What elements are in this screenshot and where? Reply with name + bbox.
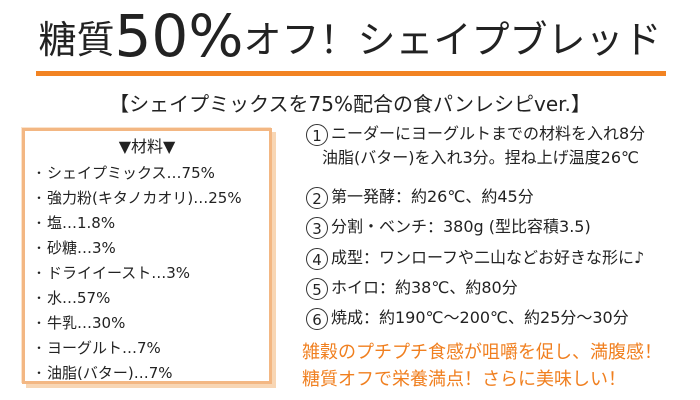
step-number: 2 [306, 187, 328, 209]
step-4: 4 成型：ワンローフや二山などお好きな形に♪ [306, 246, 644, 270]
step-text: 焼成：約190℃～200℃、約25分～30分 [331, 308, 629, 327]
note-line-1: 雑穀のプチプチ食感が咀嚼を促し、満腹感！ [302, 342, 662, 363]
step-number: 6 [306, 308, 328, 330]
step-text: 第一発酵：約26℃、約45分 [331, 187, 534, 206]
recipe-subtitle: 【シェイプミックスを75%配合の食パンレシピver.】 [109, 92, 591, 116]
ingredients-title: ▼材料▼ [118, 137, 176, 156]
list-item: ・油脂(バター)…7% [33, 361, 242, 386]
list-item: ・水…57% [33, 286, 242, 311]
step-2: 2 第一発酵：約26℃、約45分 [306, 185, 534, 209]
step-1: 1 ニーダーにヨーグルトまでの材料を入れ8分 油脂(バター)を入れ3分。捏ね上げ温… [306, 122, 645, 170]
step-text: ホイロ：約38℃、約80分 [331, 278, 518, 297]
note-line-2: 糖質オフで栄養満点！さらに美味しい！ [302, 369, 626, 390]
bullet-icon: ・ [33, 266, 46, 280]
step-number: 1 [306, 124, 328, 146]
step-text-continued: 油脂(バター)を入れ3分。捏ね上げ温度26℃ [322, 148, 639, 167]
step-text: 分割・ベンチ：380g (型比容積3.5) [331, 217, 591, 236]
title-number: 50% [114, 2, 244, 70]
step-number: 3 [306, 217, 328, 239]
bullet-icon: ・ [33, 216, 46, 230]
bullet-icon: ・ [33, 291, 46, 305]
title-prefix: 糖質 [38, 18, 115, 62]
bullet-icon: ・ [33, 166, 46, 180]
step-5: 5 ホイロ：約38℃、約80分 [306, 276, 518, 300]
bullet-icon: ・ [33, 366, 46, 380]
ingredients-list: ・シェイプミックス…75% ・強力粉(キタノカオリ)…25% ・塩…1.8% ・… [33, 161, 242, 386]
step-6: 6 焼成：約190℃～200℃、約25分～30分 [306, 306, 629, 330]
bullet-icon: ・ [33, 191, 46, 205]
step-3: 3 分割・ベンチ：380g (型比容積3.5) [306, 215, 591, 239]
step-text: ニーダーにヨーグルトまでの材料を入れ8分 [331, 124, 646, 143]
list-item: ・塩…1.8% [33, 211, 242, 236]
bullet-icon: ・ [33, 316, 46, 330]
bullet-icon: ・ [33, 241, 46, 255]
list-item: ・砂糖…3% [33, 236, 242, 261]
title-underline [36, 71, 666, 76]
step-number: 4 [306, 248, 328, 270]
list-item: ・強力粉(キタノカオリ)…25% [33, 186, 242, 211]
list-item: ・ドライイースト…3% [33, 261, 242, 286]
list-item: ・ヨーグルト…7% [33, 336, 242, 361]
step-number: 5 [306, 278, 328, 300]
ingredients-box: ▼材料▼ ・シェイプミックス…75% ・強力粉(キタノカオリ)…25% ・塩…1… [22, 128, 272, 384]
list-item: ・牛乳…30% [33, 311, 242, 336]
list-item: ・シェイプミックス…75% [33, 161, 242, 186]
bullet-icon: ・ [33, 341, 46, 355]
title-suffix: オフ！シェイプブレッド [243, 18, 662, 62]
step-text: 成型：ワンローフや二山などお好きな形に♪ [331, 248, 645, 267]
page-title: 糖質50%オフ！シェイプブレッド [0, 6, 700, 70]
